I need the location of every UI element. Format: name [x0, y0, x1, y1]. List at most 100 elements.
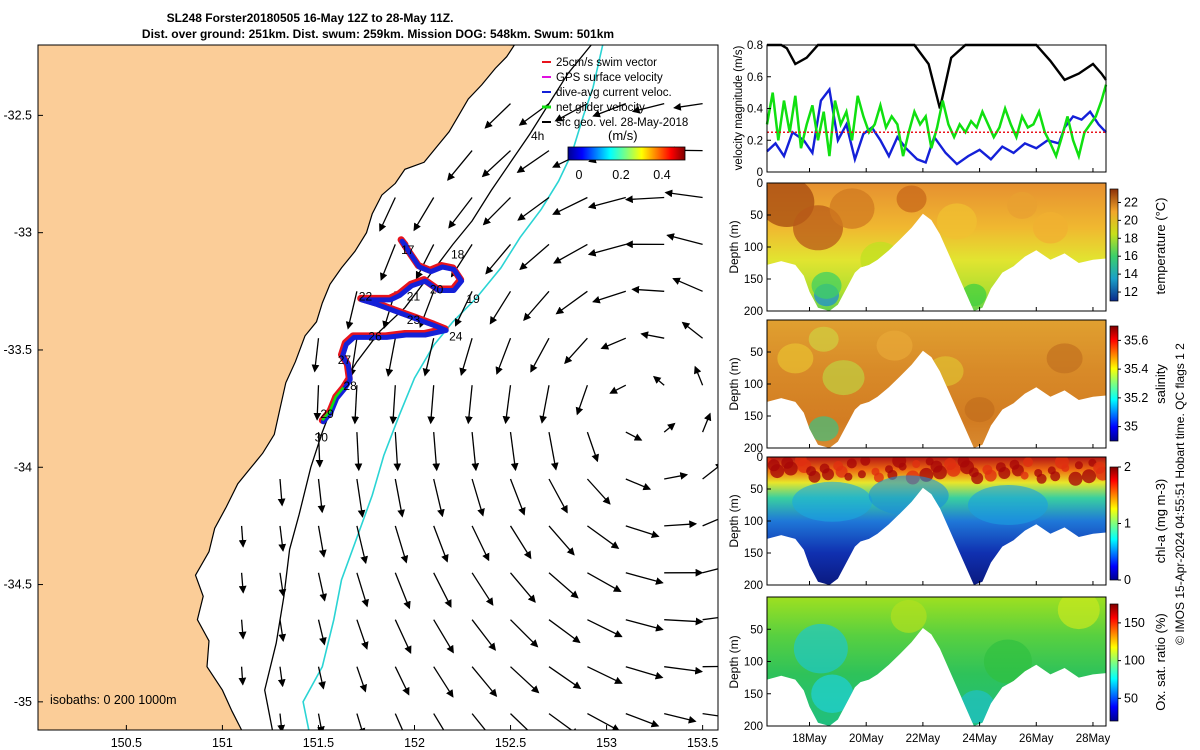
legend-label-sfc-geo-vel: sfc geo. vel. 28-May-2018 [556, 117, 688, 129]
time-tick-label: 20May [849, 733, 884, 745]
velocity-arrow [433, 666, 454, 698]
velocity-arrow [586, 478, 611, 505]
time-tick-label: 24May [962, 733, 997, 745]
salinity-feature [927, 356, 964, 387]
depth-tick-label: 200 [744, 580, 763, 592]
chla-feature [1093, 461, 1106, 474]
velocity-arrow [530, 337, 550, 373]
chla-feature [944, 458, 957, 470]
oxygen-colorbar-ticks: 50 100 150 [1118, 616, 1145, 705]
map-y-tick-label: -34 [14, 460, 32, 474]
velocity-arrow [356, 666, 367, 693]
map-legend: 25cm/s swim vector GPS surface velocity … [531, 57, 688, 143]
map-x-ticks: 150.5 151 151.5 152 152.5 153 153.5 [111, 725, 718, 750]
velocity-arrow [277, 666, 286, 688]
map-day-label: 30 [315, 431, 329, 445]
oxygen-y-label: Depth (m) [727, 635, 741, 688]
velocity-arrow [278, 572, 287, 597]
depth-tick-label: 200 [744, 443, 763, 455]
depth-tick-label: 100 [744, 242, 763, 254]
velocity-arrow [702, 616, 718, 621]
map-panel: 150.5 151 151.5 152 152.5 153 153.5 -32.5-33-3… [4, 44, 719, 750]
velocity-series-line [765, 84, 1108, 161]
chla-feature [1009, 459, 1020, 470]
colorbar-tick-label: 14 [1124, 267, 1138, 281]
velocity-arrow [495, 337, 512, 375]
map-day-label: 19 [466, 292, 480, 306]
salinity-colorbar [1109, 325, 1119, 442]
map-colorbar-label: (m/s) [608, 128, 638, 143]
velocity-arrow [510, 572, 536, 603]
velocity-arrow [502, 385, 512, 425]
velocity-arrow [485, 243, 511, 275]
velocity-arrow [393, 432, 402, 472]
velocity-y-ticks: 0 0.2 0.4 0.6 0.8 [747, 40, 771, 179]
depth-tick-label: 0 [757, 452, 763, 464]
map-y-tick-label: -33.5 [4, 343, 33, 357]
velocity-arrow [600, 337, 627, 350]
velocity-arrow [523, 290, 550, 321]
map-x-tick-label: 153.5 [687, 736, 718, 750]
map-day-label: 17 [401, 243, 415, 257]
legend-label-dive-avg-current: dive-avg current veloc. [556, 87, 672, 99]
velocity-arrow [394, 619, 412, 654]
temperature-feature [896, 185, 927, 213]
velocity-arrow [427, 385, 436, 425]
chla-y-ticks: 0 50 100 150 200 [744, 452, 771, 592]
velocity-arrow [587, 525, 620, 549]
velocity-arrow [663, 422, 676, 433]
velocity-arrow [471, 666, 498, 698]
velocity-y-tick-label: 0.2 [747, 135, 763, 147]
depth-tick-label: 50 [750, 347, 763, 359]
velocity-arrow [548, 619, 581, 644]
legend-item-swim-vector: 25cm/s swim vector [542, 57, 657, 69]
salinity-colorbar-label: salinity [1153, 364, 1168, 404]
salinity-feature [822, 360, 865, 396]
velocity-arrow [311, 338, 320, 373]
velocity-arrow [389, 385, 398, 425]
velocity-arrow [664, 472, 689, 480]
colorbar-tick-label: 150 [1124, 616, 1145, 630]
velocity-y-tick-label: 0 [757, 167, 763, 179]
depth-tick-label: 150 [744, 274, 763, 286]
velocity-arrow [625, 619, 664, 632]
velocity-arrow [548, 572, 579, 599]
velocity-arrow [481, 150, 511, 178]
colorbar-tick-label: 35.4 [1124, 362, 1148, 376]
chla-feature [1020, 471, 1029, 480]
map-x-tick-label: 151 [212, 736, 233, 750]
velocity-y-label: velocity magnitude (m/s) [733, 46, 745, 171]
velocity-arrow [379, 244, 396, 281]
velocity-arrow [517, 196, 550, 221]
depth-tick-label: 100 [744, 379, 763, 391]
velocity-arrow [631, 285, 665, 294]
temperature-feature [1007, 191, 1038, 219]
velocity-arrow [348, 338, 358, 378]
chla-feature [957, 457, 970, 468]
salinity-feature [876, 330, 913, 361]
velocity-arrow [313, 385, 322, 421]
time-tick-label: 22May [906, 733, 941, 745]
velocity-arrow [356, 478, 366, 518]
velocity-arrow [278, 525, 287, 552]
oxygen-colorbar-label: Ox. sat. ratio (%) [1153, 613, 1168, 711]
velocity-arrow [317, 619, 327, 646]
map-day-label: 28 [343, 379, 357, 393]
velocity-arrow [471, 478, 485, 517]
chla-colorbar-ticks: 0 1 2 [1118, 460, 1131, 587]
legend-item-gps-velocity: GPS surface velocity [542, 72, 663, 84]
velocity-arrow [539, 385, 550, 424]
map-day-label: 23 [407, 313, 421, 327]
legend-item-sfc-geo-vel: sfc geo. vel. 28-May-2018 [542, 117, 688, 129]
chla-feature [860, 457, 871, 466]
velocity-arrow [238, 619, 247, 640]
velocity-arrow [555, 290, 588, 315]
chla-feature [912, 460, 921, 468]
depth-tick-label: 150 [744, 548, 763, 560]
map-land [38, 45, 516, 730]
salinity-y-label: Depth (m) [727, 357, 741, 410]
map-x-tick-label: 152 [404, 736, 425, 750]
map-colorbar-tick: 0.4 [653, 168, 670, 182]
oxygen-feature [983, 639, 1032, 684]
colorbar-tick-label: 22 [1124, 195, 1138, 209]
